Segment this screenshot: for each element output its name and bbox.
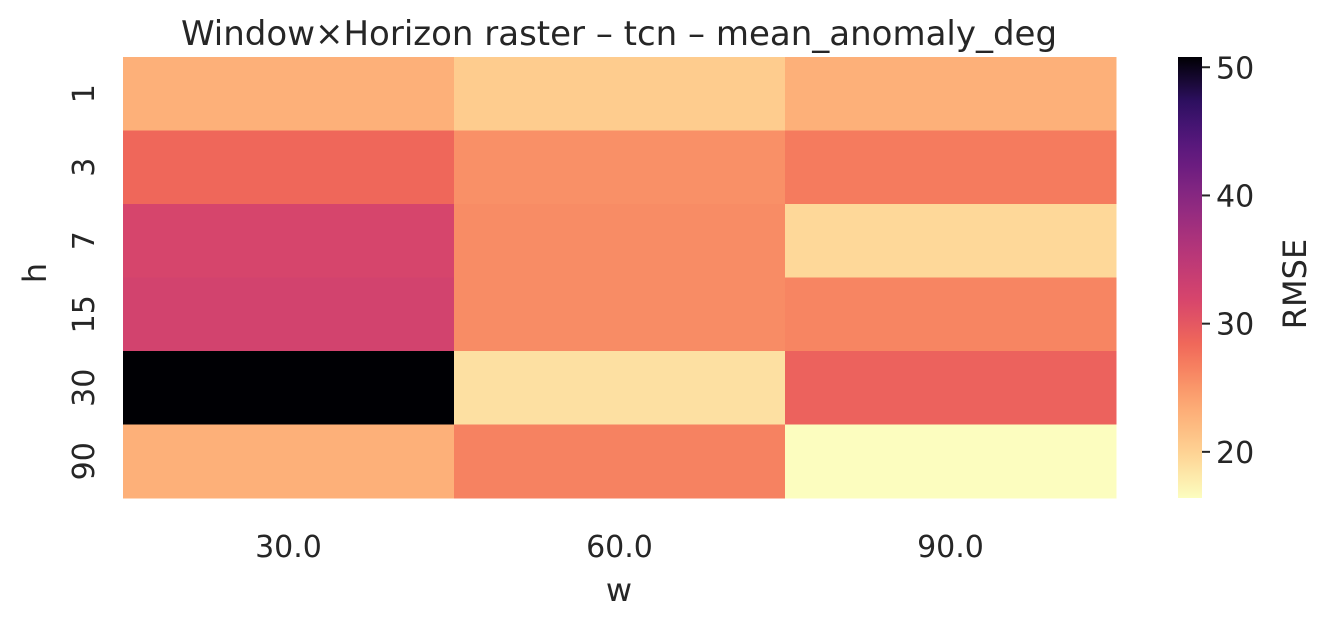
y-axis-label: h: [16, 263, 54, 283]
x-tick-labels: 30.0 60.0 90.0: [255, 530, 984, 565]
heatmap-cell: [123, 130, 455, 205]
colorbar: [1178, 57, 1202, 498]
heatmap-cell: [785, 277, 1117, 352]
colorbar-tick-label: 20: [1216, 436, 1254, 471]
heatmap-cell: [785, 351, 1117, 425]
heatmap-cell: [454, 424, 786, 499]
colorbar-label: RMSE: [1276, 239, 1314, 329]
y-tick-label: 7: [67, 231, 102, 250]
heatmap-cell: [123, 424, 455, 499]
chart-title: Window×Horizon raster – tcn – mean_anoma…: [181, 14, 1057, 54]
y-tick-label: 1: [67, 84, 102, 103]
y-tick-label: 15: [67, 295, 102, 333]
heatmap-cell: [454, 277, 786, 352]
heatmap-cell: [123, 351, 455, 425]
colorbar-tick-label: 50: [1216, 51, 1254, 86]
heatmap-cell: [454, 351, 786, 425]
heatmap-cell: [785, 204, 1117, 278]
y-tick-label: 90: [67, 442, 102, 480]
heatmap-cell: [454, 204, 786, 278]
x-tick-label: 60.0: [586, 530, 653, 565]
heatmap-cell: [785, 57, 1117, 131]
colorbar-tick-label: 40: [1216, 179, 1254, 214]
heatmap-cell: [123, 57, 455, 131]
x-tick-label: 90.0: [917, 530, 984, 565]
y-tick-label: 30: [67, 369, 102, 407]
heatmap-cell: [123, 204, 455, 278]
heatmap-cell: [454, 130, 786, 205]
heatmap-cell: [454, 57, 786, 131]
x-axis-label: w: [606, 571, 632, 609]
heatmap-cell: [123, 277, 455, 352]
heatmap-cell: [785, 130, 1117, 205]
colorbar-ticks: 20 30 40 50: [1202, 51, 1254, 471]
colorbar-tick-label: 30: [1216, 308, 1254, 343]
heatmap-cell: [785, 424, 1117, 499]
heatmap-cells: [123, 57, 1117, 499]
x-tick-label: 30.0: [255, 530, 322, 565]
y-tick-labels: 1 3 7 15 30 90: [67, 84, 102, 480]
y-tick-label: 3: [67, 158, 102, 177]
